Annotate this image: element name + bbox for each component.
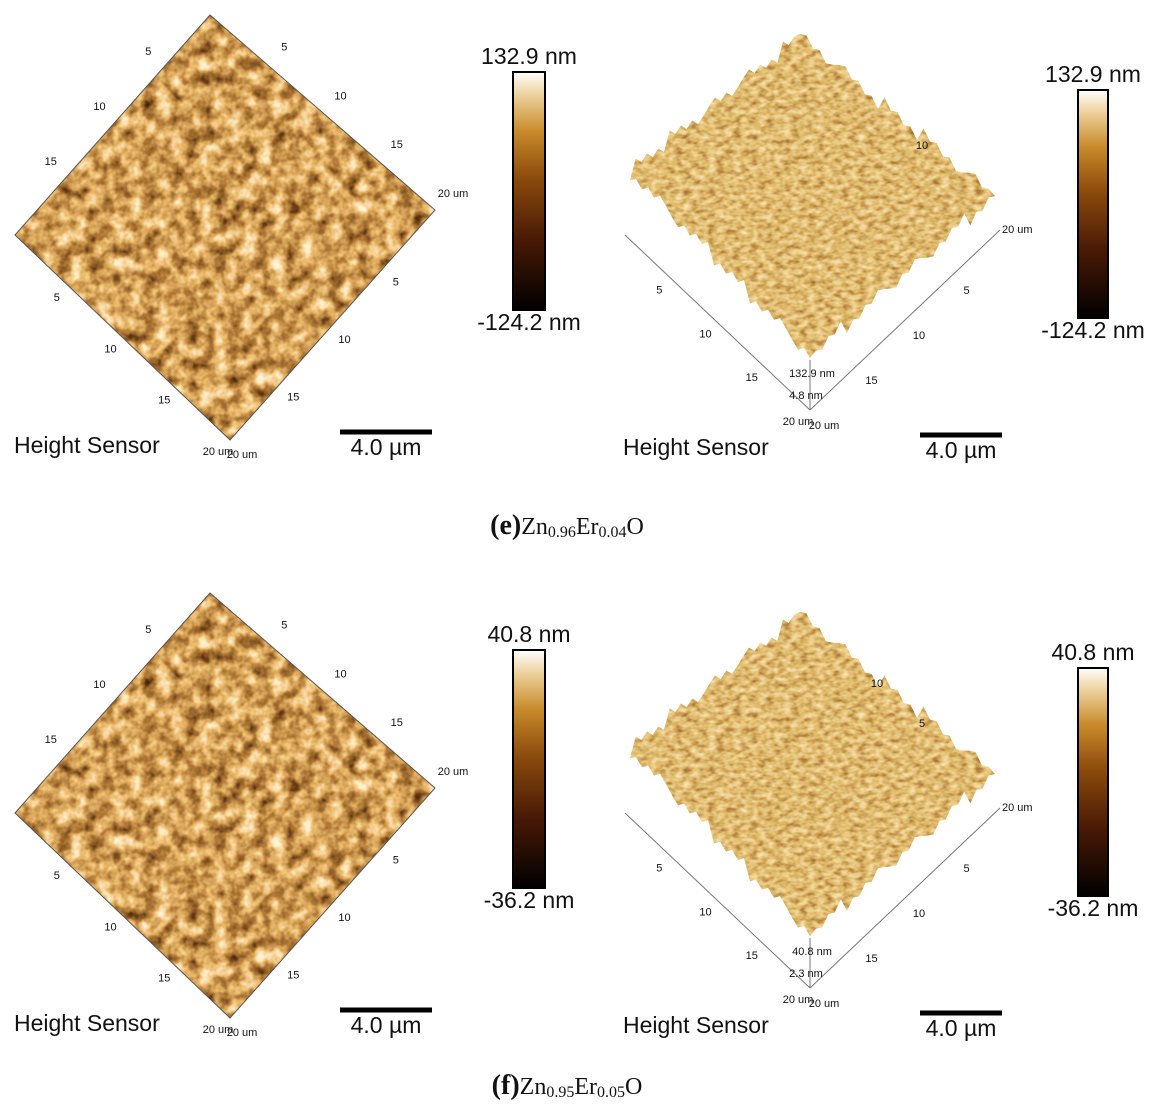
afm-3d-image [625,608,1000,953]
axis-label: 10 [338,912,350,924]
z-axis-label: 4.8 nm [789,390,823,402]
height-surface [625,608,1000,953]
axis-label: 10 [104,343,116,355]
colorbar [1078,668,1108,896]
axis-label: 15 [287,969,299,981]
axis-label: 10 [699,906,711,918]
axis-label: 10 [93,679,105,691]
axis-label: 20 um [809,998,840,1010]
colorbar-max: 40.8 nm [487,621,570,647]
axis-label: 20 um [809,420,840,432]
formula-subscript: 0.96 [548,524,576,541]
axis-label: 15 [865,953,877,965]
caption: (f)Zn0.95Er0.05O [492,1070,643,1101]
axis-label: 10 [913,908,925,920]
axis-label: 10 [104,921,116,933]
colorbar-max: 132.9 nm [481,43,577,69]
colorbar-max: 40.8 nm [1051,639,1134,665]
formula-subscript: 0.95 [546,1084,574,1101]
axis-label: 15 [158,973,170,985]
axis-label: 15 [391,139,403,151]
axis-label: 15 [158,395,170,407]
axis-label: 15 [865,375,877,387]
axis-label: 5 [963,285,969,297]
scale-bar-label: 4.0 µm [351,1012,422,1038]
height-surface [625,30,1000,375]
panel: 5 10 15 5 10 15 20 um 5 10 15 20 um 5 10 15 20 um 40.8 … [14,593,1138,1041]
axis-label: 20 um [227,449,258,461]
axis-label: 10 [93,101,105,113]
formula-subscript: 0.05 [597,1084,625,1101]
sensor-label: Height Sensor [623,1012,769,1038]
axis-label: 10 [871,678,883,690]
panel-label: (e) [490,510,521,541]
panel-label: (f) [492,1070,520,1101]
axis-label: 15 [746,950,758,962]
figure: 5 10 15 5 10 15 20 um 5 10 15 20 um 5 10 15 20 um 132.9… [0,0,1150,1110]
axis-label: 10 [916,140,928,152]
axis-label: 15 [391,717,403,729]
colorbar-min: -124.2 nm [477,309,581,335]
axis-label: 20 um [438,188,469,200]
axis-label: 5 [281,42,287,54]
axis-label: 5 [145,46,151,58]
axis-label: 5 [656,285,662,297]
colorbar [1078,90,1108,318]
scale-bar-label: 4.0 µm [926,1015,997,1041]
axis-label: 5 [145,624,151,636]
axis-label: 5 [919,718,925,730]
panel: 5 10 15 5 10 15 20 um 5 10 15 20 um 5 10 15 20 um 132.9… [14,15,1145,463]
afm-2d-image [15,15,435,440]
colorbar-min: -124.2 nm [1041,317,1145,343]
formula-element: Er [576,514,599,540]
caption: (e)Zn0.96Er0.04O [490,510,644,541]
axis-label: 5 [393,276,399,288]
axis-label: 20 um [438,766,469,778]
axis-label: 5 [281,620,287,632]
formula-element: O [625,1074,642,1100]
sensor-label: Height Sensor [14,432,160,458]
colorbar-max: 132.9 nm [1045,61,1141,87]
axis-label: 5 [393,854,399,866]
scale-bar-label: 4.0 µm [351,434,422,460]
axis-label: 15 [746,372,758,384]
sensor-label: Height Sensor [14,1010,160,1036]
formula-element: Er [574,1074,597,1100]
axis-label: 10 [913,330,925,342]
colorbar [513,72,545,310]
axis-label: 20 um [227,1027,258,1039]
axis-label: 20 um [1002,224,1033,236]
axis-label: 5 [963,863,969,875]
axis-label: 10 [699,328,711,340]
scale-bar-label: 4.0 µm [926,437,997,463]
colorbar-min: -36.2 nm [484,887,575,913]
axis-label: 10 [334,90,346,102]
colorbar-min: -36.2 nm [1048,895,1139,921]
axis-label: 10 [338,334,350,346]
axis-label: 20 um [1002,802,1033,814]
formula-element: O [627,514,644,540]
z-axis-label: 132.9 nm [789,368,835,380]
height-map [15,593,435,1018]
axis-label: 5 [54,870,60,882]
z-axis-label: 2.3 nm [789,968,823,980]
axis-label: 15 [287,391,299,403]
formula-element: Zn [521,514,548,540]
formula-subscript: 0.04 [599,524,627,541]
afm-2d-image [15,593,435,1018]
axis-label: 5 [54,292,60,304]
axis-label: 15 [45,734,57,746]
axis-label: 15 [45,156,57,168]
z-axis-label: 40.8 nm [792,946,832,958]
formula-element: Zn [520,1074,547,1100]
axis-label: 5 [656,863,662,875]
colorbar [513,650,545,888]
axis-label: 10 [334,668,346,680]
height-map [15,15,435,440]
afm-3d-image [625,30,1000,375]
sensor-label: Height Sensor [623,434,769,460]
